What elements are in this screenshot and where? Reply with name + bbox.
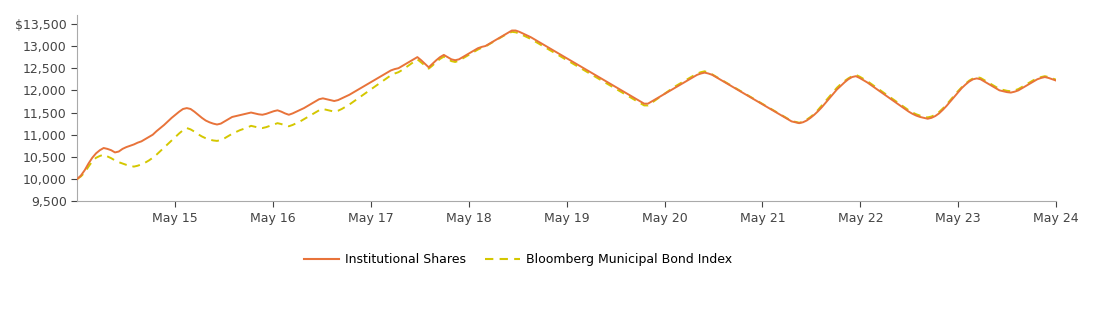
Legend: Institutional Shares, Bloomberg Municipal Bond Index: Institutional Shares, Bloomberg Municipa… bbox=[299, 249, 737, 271]
